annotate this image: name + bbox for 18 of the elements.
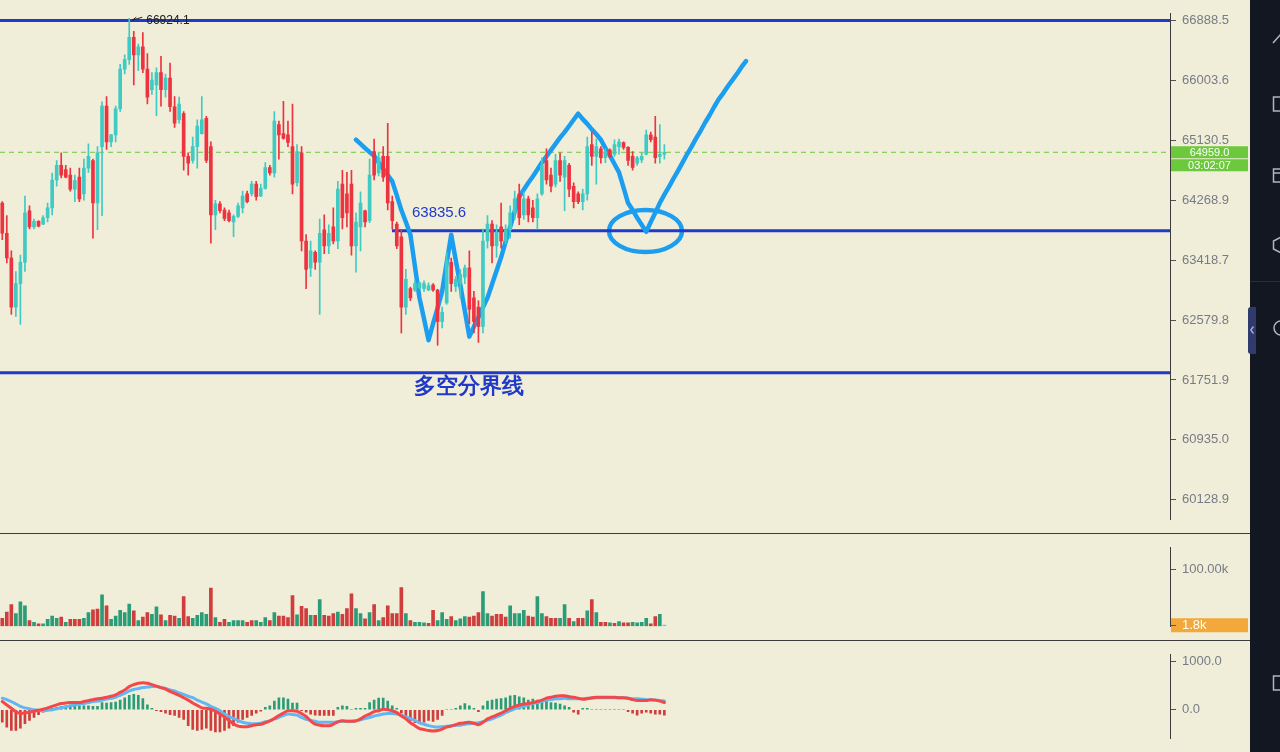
ref-line-label: 64959.0 bbox=[1189, 145, 1230, 158]
ref-line-label: 多空分界线 bbox=[414, 372, 525, 398]
y-tick-label: 64268.9 bbox=[1182, 191, 1229, 207]
y-tick-label: 61751.9 bbox=[1182, 371, 1229, 387]
y-tick-label: 100.00k bbox=[1182, 560, 1229, 576]
y-tick-label: 66888.5 bbox=[1182, 12, 1229, 28]
y-tick-label: 0.0 bbox=[1182, 701, 1201, 717]
y-tick-label: 66003.6 bbox=[1182, 72, 1229, 88]
ref-line-label: 63835.6 bbox=[411, 202, 467, 220]
y-tick-label: 62579.8 bbox=[1182, 311, 1229, 327]
y-tick-label: 1.8k bbox=[1182, 616, 1208, 632]
annotation: 66924.1 bbox=[146, 12, 190, 27]
y-tick-label: 60128.9 bbox=[1182, 491, 1229, 507]
y-tick-label: 65130.5 bbox=[1182, 131, 1229, 147]
y-tick-label: 60935.0 bbox=[1182, 431, 1229, 447]
y-tick-label: 63418.7 bbox=[1182, 251, 1229, 267]
y-tick-label: 1000.0 bbox=[1182, 653, 1222, 669]
text: 03:02:07 bbox=[1188, 158, 1231, 171]
